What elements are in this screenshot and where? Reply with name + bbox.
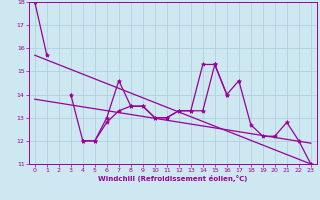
X-axis label: Windchill (Refroidissement éolien,°C): Windchill (Refroidissement éolien,°C) xyxy=(98,175,247,182)
